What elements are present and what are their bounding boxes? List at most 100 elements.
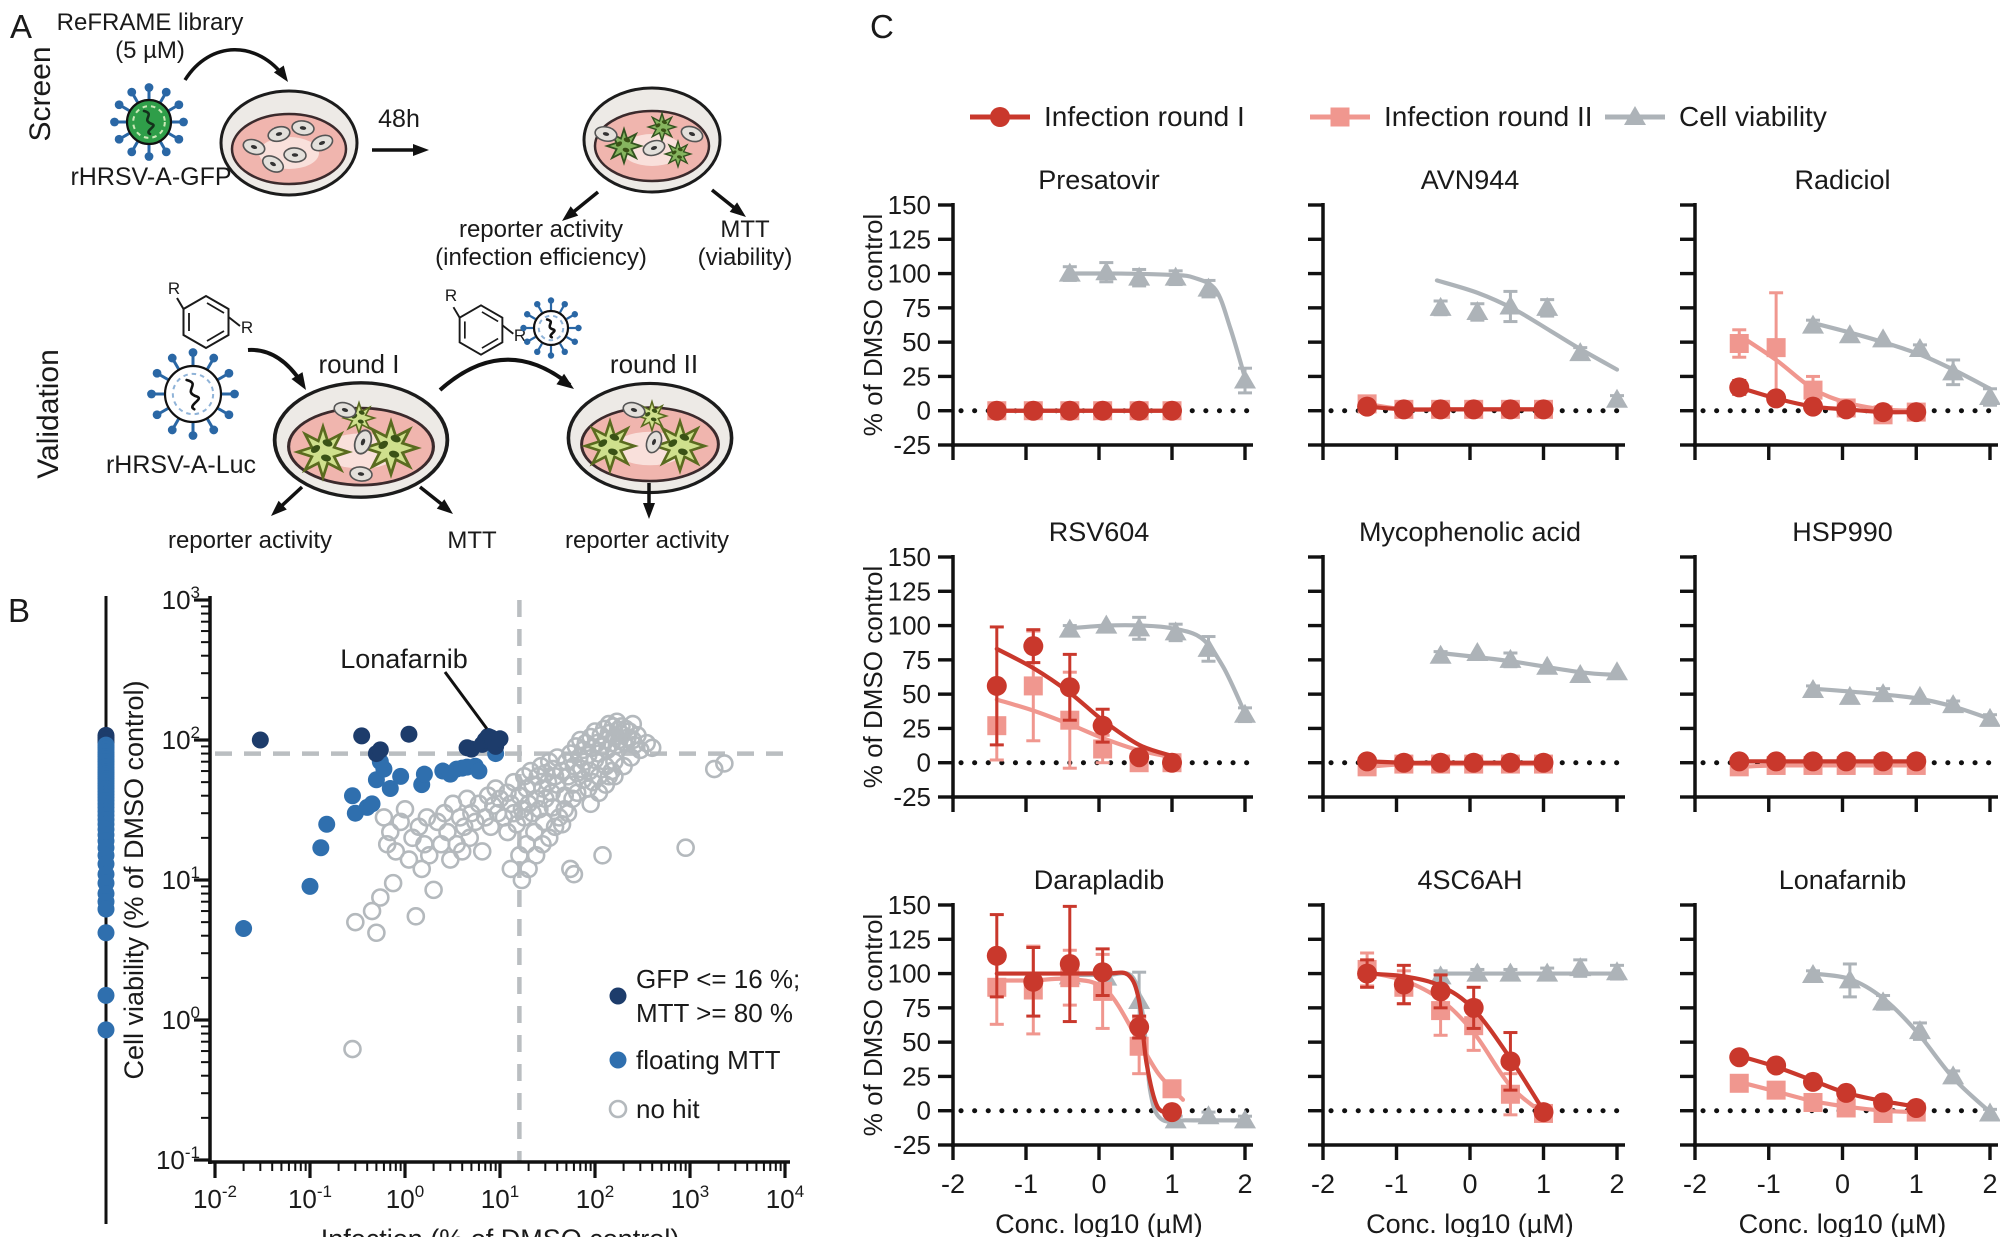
arrowhead xyxy=(291,372,306,390)
petri-dish-round2 xyxy=(566,381,734,495)
x-tick-label: 2 xyxy=(1982,1169,1997,1199)
lonafarnib-annotation: Lonafarnib xyxy=(340,644,468,674)
y-tick-label: 50 xyxy=(902,327,931,357)
scatter-y-label: Cell viability (% of DMSO control) xyxy=(119,680,149,1079)
y-tick-label: 100 xyxy=(888,611,931,641)
x-tick-label: 0 xyxy=(1835,1169,1850,1199)
subplot-hsp990: HSP990 xyxy=(1680,517,2000,812)
library-concentration: (5 µM) xyxy=(115,37,185,64)
y-tick-label: 150 xyxy=(888,190,931,220)
luc-virus-small-icon xyxy=(520,297,582,359)
y-tick-label: 125 xyxy=(888,224,931,254)
x-tick-label: -1 xyxy=(1757,1169,1781,1199)
val-readout3: reporter activity xyxy=(565,527,729,554)
arrowhead xyxy=(273,65,288,82)
scatter-x-label: Infection (% of DMSO control) xyxy=(321,1224,680,1237)
arrowhead xyxy=(271,500,287,516)
y-axis-title: % of DMSO control xyxy=(858,214,888,437)
svg-text:101: 101 xyxy=(481,1182,519,1214)
panel-b-label: B xyxy=(8,592,31,629)
y-tick-label: 125 xyxy=(888,576,931,606)
svg-text:103: 103 xyxy=(671,1182,709,1214)
x-tick-label: 2 xyxy=(1609,1169,1624,1199)
x-tick-label: -1 xyxy=(1014,1169,1038,1199)
subplot-title: RSV604 xyxy=(1049,517,1150,547)
x-tick-label: 0 xyxy=(1091,1169,1106,1199)
x-axis-title: Conc. log10 (µM) xyxy=(1366,1209,1574,1237)
y-tick-label: 150 xyxy=(888,542,931,572)
subplot-title: 4SC6AH xyxy=(1417,865,1522,895)
y-tick-label: 50 xyxy=(902,1027,931,1057)
subplot-lonafarnib: Lonafarnib -2 -1 0 1 2 Conc. log10 (µM) xyxy=(1680,865,2000,1237)
y-tick-label: 25 xyxy=(902,1061,931,1091)
subplot-darapladib: Darapladib 150 125 100 75 50 25 0 -25 -2 -1 0 1 2 Conc… xyxy=(858,865,1256,1237)
svg-text:101: 101 xyxy=(162,863,200,895)
screen-row-label: Screen xyxy=(24,46,57,141)
dose-response-legend: Infection round I Infection round II Cell … xyxy=(970,101,1827,132)
subplot-rsv604: RSV604 150 125 100 75 50 25 0 -25% of DMSO contr… xyxy=(858,517,1256,812)
y-tick-label: 75 xyxy=(902,645,931,675)
r-group-label: R xyxy=(241,318,253,337)
svg-text:10-1: 10-1 xyxy=(156,1143,200,1175)
r-group-label: R xyxy=(445,286,457,305)
x-tick-label: 1 xyxy=(1909,1169,1924,1199)
x-axis-title: Conc. log10 (µM) xyxy=(995,1209,1203,1237)
y-tick-label: -25 xyxy=(893,782,931,812)
screen-readout2-line1: MTT xyxy=(720,216,770,243)
legend-label: Infection round II xyxy=(1384,101,1593,132)
svg-text:100: 100 xyxy=(386,1182,424,1214)
svg-text:102: 102 xyxy=(576,1182,614,1214)
x-tick-label: 1 xyxy=(1536,1169,1551,1199)
x-tick-label: 1 xyxy=(1164,1169,1179,1199)
x-axis-title: Conc. log10 (µM) xyxy=(1739,1209,1947,1237)
svg-text:GFP <= 16 %;: GFP <= 16 %; xyxy=(636,964,800,994)
y-tick-label: 0 xyxy=(917,748,931,778)
petri-dish-screen-2 xyxy=(582,86,722,194)
r-group-label: R xyxy=(168,279,180,298)
val-readout1: reporter activity xyxy=(168,527,332,554)
luc-virus-icon xyxy=(147,348,239,440)
subplot-4sc6ah: 4SC6AH -2 -1 0 1 2 Conc. log10 (µM) xyxy=(1308,865,1628,1237)
y-tick-label: 100 xyxy=(888,959,931,989)
arrowhead xyxy=(556,373,574,389)
y-tick-label: 0 xyxy=(917,396,931,426)
x-tick-label: -2 xyxy=(1683,1169,1707,1199)
y-tick-label: 150 xyxy=(888,890,931,920)
screen-readout1-line1: reporter activity xyxy=(459,216,623,243)
arrow-to-round2 xyxy=(438,357,572,392)
round2-label: round II xyxy=(610,349,698,379)
compound-structure-2: R R xyxy=(445,286,526,356)
y-tick-label: 0 xyxy=(917,1096,931,1126)
svg-text:102: 102 xyxy=(162,723,200,755)
subplot-title: AVN944 xyxy=(1421,165,1520,195)
subplot-title: Mycophenolic acid xyxy=(1359,517,1581,547)
svg-text:floating MTT: floating MTT xyxy=(636,1045,781,1075)
round1-label: round I xyxy=(319,349,400,379)
scatter-plot: 10-1 100 101 102 103 10-2 10-1 100 101 102 103 104 I… xyxy=(97,583,804,1237)
panel-a-schematic: Screen Validation ReFRAME library (5 µM)… xyxy=(24,9,792,554)
y-tick-label: 25 xyxy=(902,361,931,391)
legend-label: Infection round I xyxy=(1044,101,1245,132)
svg-text:no hit: no hit xyxy=(636,1094,700,1124)
panel-c-label: C xyxy=(870,8,894,45)
subplot-radiciol: Radiciol xyxy=(1680,165,2000,460)
svg-text:103: 103 xyxy=(162,583,200,615)
incubation-time: 48h xyxy=(378,105,420,133)
arrow-library-to-dish xyxy=(183,48,287,81)
arrowhead xyxy=(729,202,746,217)
subplot-presatovir: Presatovir 150 125 100 75 50 25 0 -25% of DMSO c… xyxy=(858,165,1256,460)
arrowhead xyxy=(436,499,453,514)
panel-a-label: A xyxy=(10,8,33,45)
svg-text:MTT >= 80 %: MTT >= 80 % xyxy=(636,998,793,1028)
svg-text:104: 104 xyxy=(766,1182,804,1214)
y-tick-label: 100 xyxy=(888,259,931,289)
panel-b-scatter: 10-1 100 101 102 103 10-2 10-1 100 101 102 103 104 I… xyxy=(97,583,804,1237)
x-tick-label: 2 xyxy=(1237,1169,1252,1199)
svg-text:10-1: 10-1 xyxy=(288,1182,332,1214)
svg-text:10-2: 10-2 xyxy=(193,1182,237,1214)
y-axis-title: % of DMSO control xyxy=(858,914,888,1137)
petri-dish-screen-1 xyxy=(219,89,359,197)
validation-row-label: Validation xyxy=(32,349,65,479)
y-tick-label: 50 xyxy=(902,679,931,709)
